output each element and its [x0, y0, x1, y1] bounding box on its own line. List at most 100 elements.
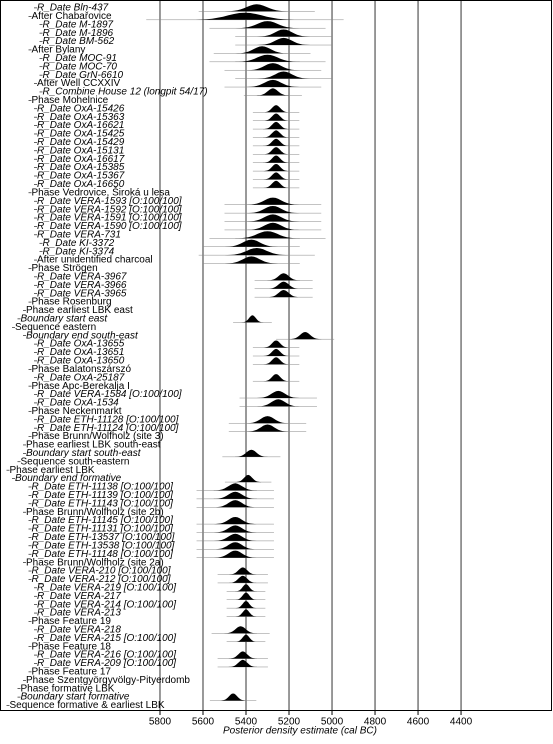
- density: [235, 46, 290, 54]
- row-label: R_Date OxA-15385: [37, 162, 125, 173]
- row-label: R_Date OxA-13651: [37, 347, 124, 358]
- density: [256, 29, 311, 37]
- x-tick-label: 5400: [235, 717, 258, 728]
- x-tick-label: 4800: [364, 717, 387, 728]
- row-label: Phase Rosenburg: [32, 297, 112, 308]
- row-label: R_Date ETH-11138 [O:100/100]: [32, 482, 174, 493]
- x-tick-label: 5200: [278, 717, 301, 728]
- density: [228, 651, 257, 659]
- density: [241, 315, 264, 323]
- row-label: Phase earliest LBK: [10, 465, 95, 476]
- row-label: R_Date VERA-209 [O:100/100]: [37, 658, 176, 669]
- row-label: Phase Apc-Berekalja I: [32, 381, 130, 392]
- density: [235, 609, 257, 617]
- density: [235, 474, 262, 483]
- density: [213, 500, 257, 508]
- density: [256, 399, 300, 407]
- row-label: R_Date VERA-215 [O:100/100]: [37, 633, 176, 644]
- row-label: After unidentified charcoal: [37, 255, 153, 266]
- frame: [0, 0, 552, 711]
- density: [213, 517, 257, 525]
- density: [289, 332, 322, 340]
- density: [246, 416, 290, 424]
- row-label: Boundary start south-east: [26, 448, 142, 459]
- row-label: R_Date MOC-91: [43, 53, 117, 64]
- row-label: R_Date ETH-11148 [O:100/100]: [32, 549, 174, 560]
- row-label: R_Date VERA-1591 [O:100/100]: [37, 213, 182, 224]
- density: [263, 138, 290, 146]
- row-label: Sequence eastern: [15, 322, 96, 333]
- x-axis-label: Posterior density estimate (cal BC): [223, 726, 377, 737]
- row-label: R_Date ETH-11143 [O:100/100]: [32, 498, 174, 509]
- density: [263, 357, 290, 365]
- row-label: Boundary start formative: [21, 692, 130, 703]
- density: [224, 239, 279, 247]
- density: [267, 273, 300, 281]
- row-label: R_Date ETH-11128 [O:100/100]: [37, 414, 179, 425]
- density: [246, 222, 300, 230]
- row-label: R_Date OxA-13650: [37, 356, 125, 367]
- row-label: R_Date OxA-15429: [37, 137, 125, 148]
- density: [246, 197, 300, 205]
- row-label: R_Date ETH-11145 [O:100/100]: [32, 515, 174, 526]
- density: [263, 164, 290, 172]
- density: [235, 592, 257, 600]
- row-label: R_Date OxA-15367: [37, 171, 125, 182]
- row-label: R_Date VERA-217: [37, 591, 121, 602]
- density: [235, 584, 257, 592]
- density: [267, 281, 300, 289]
- x-tick-label: 4400: [450, 717, 473, 728]
- row-label: R_Date M-1897: [43, 19, 114, 30]
- row-label: R_Date OxA-15426: [37, 103, 125, 114]
- density: [246, 206, 300, 214]
- row-label: Phase Vedrovice, Široká u lesa: [32, 185, 171, 198]
- row-label: R_Date VERA-219 [O:100/100]: [37, 582, 176, 593]
- density: [235, 449, 268, 457]
- row-label: R_Date VERA-214 [O:100/100]: [37, 599, 176, 610]
- row-label: R_Date KI-3372: [43, 238, 115, 249]
- row-label: Phase Brunn/Wolfholz (site 3): [32, 431, 164, 442]
- row-label: R_Date OxA-16621: [37, 120, 124, 131]
- density: [228, 567, 257, 575]
- row-label: Phase Brunn/Wolfholz (site 2b): [26, 507, 164, 518]
- row-label: Phase Feature 19: [32, 616, 112, 627]
- x-tick-label: 5600: [192, 717, 215, 728]
- row-label: R_Date ETH-13537 [O:100/100]: [32, 532, 175, 543]
- density: [256, 37, 311, 46]
- row-label: R_Date OxA-16617: [37, 154, 125, 165]
- density: [263, 113, 290, 121]
- row-label: R_Date VERA-3965: [37, 288, 127, 299]
- density: [213, 550, 257, 558]
- row-label: R_Date VERA-218: [37, 624, 121, 635]
- row-label: R_Date M-1896: [43, 28, 114, 39]
- row-label: R_Date BM-562: [43, 36, 115, 47]
- density: [246, 424, 290, 432]
- density: [235, 231, 300, 239]
- row-label: Phase Feature 17: [32, 667, 112, 678]
- density: [228, 659, 257, 667]
- row-label: R_Date VERA-1590 [O:100/100]: [37, 221, 182, 232]
- density: [263, 121, 290, 130]
- row-label: R_Date OxA-1534: [37, 398, 119, 409]
- density: [246, 63, 300, 71]
- density: [224, 256, 279, 264]
- row-label: After Chabařovice: [32, 11, 112, 22]
- row-label: R_Date Bln-437: [37, 3, 109, 14]
- row-label: R_Date VERA-731: [37, 229, 121, 240]
- density: [256, 88, 290, 96]
- x-tick-label: 5800: [149, 717, 172, 728]
- row-label: R_Date ETH-11131 [O:100/100]: [32, 524, 174, 535]
- density: [228, 575, 257, 583]
- row-label: After Well CCXXIV: [37, 78, 120, 89]
- row-label: R_Date ETH-11124 [O:100/100]: [37, 423, 179, 434]
- density: [246, 214, 300, 222]
- density: [213, 525, 257, 533]
- row-label: R_Combine House 12 (longpit 54/17): [43, 87, 208, 98]
- x-tick-label: 5000: [321, 717, 344, 728]
- row-label: Phase Balatonszárszó: [32, 364, 132, 375]
- row-label: Sequence formative & earliest LBK: [10, 700, 165, 711]
- density: [224, 4, 290, 12]
- density: [213, 483, 257, 491]
